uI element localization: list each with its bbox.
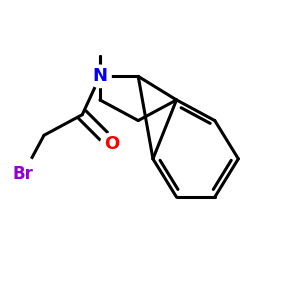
Text: O: O [104, 135, 119, 153]
Text: N: N [92, 68, 107, 85]
Text: Br: Br [13, 165, 34, 183]
Circle shape [100, 133, 123, 155]
Circle shape [89, 65, 111, 88]
Circle shape [7, 158, 40, 190]
